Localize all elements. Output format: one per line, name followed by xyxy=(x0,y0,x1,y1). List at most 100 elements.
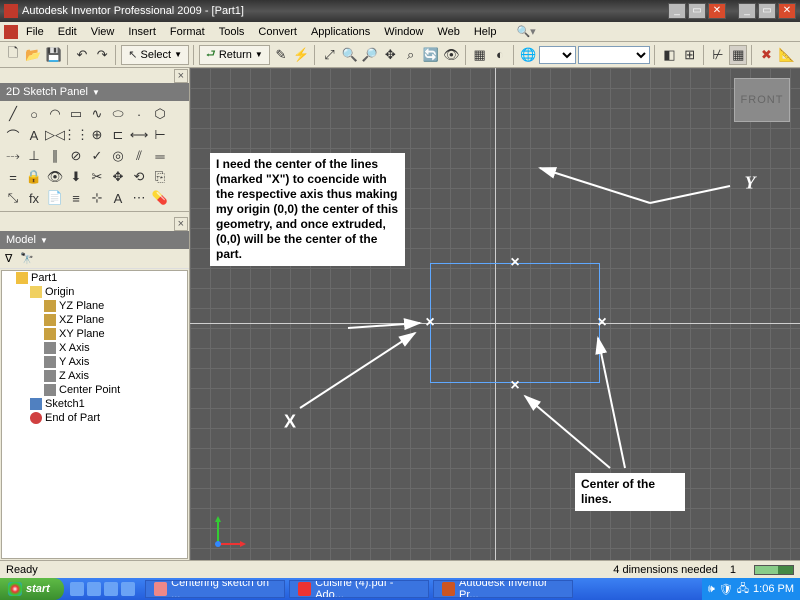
return-button[interactable]: ⮐Return▼ xyxy=(199,45,270,65)
sketch-icon[interactable]: ✎ xyxy=(272,45,290,65)
mdi-maximize-button[interactable]: ▭ xyxy=(758,3,776,19)
menu-format[interactable]: Format xyxy=(164,24,211,40)
tree-end-of-part[interactable]: End of Part xyxy=(2,411,187,425)
taskbar-button-2[interactable]: Cuisine (4).pdf - Ado... xyxy=(289,580,429,598)
model-panel-close-icon[interactable]: × xyxy=(174,217,188,231)
grid-icon[interactable]: ▦ xyxy=(729,45,747,65)
stop-icon[interactable]: ✖ xyxy=(757,45,775,65)
menu-web[interactable]: Web xyxy=(431,24,465,40)
parallel-constraint-icon[interactable]: ∥ xyxy=(46,147,64,165)
point-tool-icon[interactable]: · xyxy=(130,105,148,123)
window-close-button[interactable]: ✕ xyxy=(708,3,726,19)
polygon-tool-icon[interactable]: ⬡ xyxy=(151,105,169,123)
help-search-icon[interactable]: 🔍▾ xyxy=(510,23,541,40)
arc-tool-icon[interactable]: ◠ xyxy=(46,105,64,123)
find-icon[interactable]: 🔭 xyxy=(20,252,34,265)
insert-file-icon[interactable]: 📄 xyxy=(46,189,64,207)
sketch-doctor-icon[interactable]: 💊 xyxy=(151,189,169,207)
sketch-panel-header[interactable]: 2D Sketch Panel▼ xyxy=(0,83,189,101)
material-icon[interactable]: 🌐 xyxy=(519,45,537,65)
tangent-constraint-icon[interactable]: ⊘ xyxy=(67,147,85,165)
filter-icon[interactable]: ∇ xyxy=(5,252,12,265)
model-panel-header[interactable]: Model▼ xyxy=(0,231,189,249)
menu-view[interactable]: View xyxy=(85,24,121,40)
imate-icon[interactable]: ⊞ xyxy=(681,45,699,65)
analyze-icon[interactable]: ◧ xyxy=(660,45,678,65)
zoom-window-icon[interactable]: 🔍 xyxy=(341,45,359,65)
acad-tool-icon[interactable]: A xyxy=(109,189,127,207)
mdi-minimize-button[interactable]: _ xyxy=(738,3,756,19)
fix-constraint-icon[interactable]: 🔒 xyxy=(25,168,43,186)
redo-icon[interactable]: ↷ xyxy=(93,45,111,65)
circle-tool-icon[interactable]: ○ xyxy=(25,105,43,123)
zoom-all-icon[interactable]: ⤢ xyxy=(320,45,338,65)
tree-y-axis[interactable]: Y Axis xyxy=(2,355,187,369)
zoom-icon[interactable]: 🔎 xyxy=(361,45,379,65)
menu-convert[interactable]: Convert xyxy=(252,24,303,40)
ql-icon-4[interactable] xyxy=(121,582,135,596)
system-tray[interactable]: 🕪 🛡 🖧 1:06 PM xyxy=(702,578,800,600)
style-select[interactable] xyxy=(578,46,651,64)
concentric-constraint-icon[interactable]: ◎ xyxy=(109,147,127,165)
tree-xz-plane[interactable]: XZ Plane xyxy=(2,313,187,327)
tree-sketch1[interactable]: Sketch1 xyxy=(2,397,187,411)
auto-dim-tool-icon[interactable]: ⊢ xyxy=(151,126,169,144)
menu-edit[interactable]: Edit xyxy=(52,24,83,40)
taskbar-button-1[interactable]: Centering sketch on ... xyxy=(145,580,285,598)
params-tool-icon[interactable]: fx xyxy=(25,189,43,207)
ql-icon-1[interactable] xyxy=(70,582,84,596)
scale-tool-icon[interactable]: ⤡ xyxy=(4,189,22,207)
minimize-button[interactable]: _ xyxy=(668,3,686,19)
ql-icon-3[interactable] xyxy=(104,582,118,596)
shadow-icon[interactable]: ◐ xyxy=(491,45,509,65)
viewcube[interactable]: FRONT xyxy=(734,78,790,122)
undo-icon[interactable]: ↶ xyxy=(73,45,91,65)
tree-x-axis[interactable]: X Axis xyxy=(2,341,187,355)
tree-yz-plane[interactable]: YZ Plane xyxy=(2,299,187,313)
viewport[interactable]: × × × × X Y I need the center of the lin… xyxy=(190,68,800,560)
block-tool-icon[interactable]: ≡ xyxy=(67,189,85,207)
line-tool-icon[interactable]: ╱ xyxy=(4,105,22,123)
edit-coord-icon[interactable]: ⊹ xyxy=(88,189,106,207)
copy-tool-icon[interactable]: ⎘ xyxy=(151,168,169,186)
coincident-constraint-icon[interactable]: ✓ xyxy=(88,147,106,165)
tree-center-point[interactable]: Center Point xyxy=(2,383,187,397)
tray-icon-2[interactable]: 🛡 xyxy=(719,583,733,596)
equal-constraint-icon[interactable]: = xyxy=(4,168,22,186)
pattern-tool-icon[interactable]: ⋮⋮ xyxy=(67,126,85,144)
ql-icon-2[interactable] xyxy=(87,582,101,596)
collinear-constraint-icon[interactable]: ⫽ xyxy=(130,147,148,165)
update-icon[interactable]: ⚡ xyxy=(292,45,310,65)
dimension-tool-icon[interactable]: ⟷ xyxy=(130,126,148,144)
offset-tool-icon[interactable]: ⊏ xyxy=(109,126,127,144)
tree-z-axis[interactable]: Z Axis xyxy=(2,369,187,383)
save-icon[interactable]: 💾 xyxy=(45,45,63,65)
color-select[interactable] xyxy=(539,46,575,64)
maximize-button[interactable]: ▭ xyxy=(688,3,706,19)
menu-window[interactable]: Window xyxy=(378,24,429,40)
move-tool-icon[interactable]: ✥ xyxy=(109,168,127,186)
extend-tool-icon[interactable]: ⤏ xyxy=(4,147,22,165)
start-button[interactable]: start xyxy=(0,578,64,600)
circ-pattern-tool-icon[interactable]: ⊕ xyxy=(88,126,106,144)
rotate-icon[interactable]: 🔄 xyxy=(422,45,440,65)
measure-icon[interactable]: 📐 xyxy=(778,45,796,65)
perp-constraint-icon[interactable]: ⊥ xyxy=(25,147,43,165)
lookat-icon[interactable]: 👁 xyxy=(442,45,461,65)
sketch-panel-close-icon[interactable]: × xyxy=(174,69,188,83)
zoom-sel-icon[interactable]: ⌕ xyxy=(401,45,419,65)
pan-icon[interactable]: ✥ xyxy=(381,45,399,65)
show-constraint-icon[interactable]: 👁 xyxy=(46,168,64,186)
tree-root[interactable]: Part1 xyxy=(2,271,187,285)
menu-file[interactable]: File xyxy=(20,24,50,40)
new-icon[interactable]: 🗋 xyxy=(4,45,22,65)
menu-help[interactable]: Help xyxy=(468,24,503,40)
rotate90-tool-icon[interactable]: ⟲ xyxy=(130,168,148,186)
project-tool-icon[interactable]: ⬇ xyxy=(67,168,85,186)
text-tool-icon[interactable]: A xyxy=(25,126,43,144)
ellipse-tool-icon[interactable]: ⬭ xyxy=(109,105,127,123)
open-icon[interactable]: 📂 xyxy=(24,45,42,65)
tray-icon-1[interactable]: 🕪 xyxy=(708,583,715,596)
menu-tools[interactable]: Tools xyxy=(213,24,251,40)
mirror-tool-icon[interactable]: ▷◁ xyxy=(46,126,64,144)
